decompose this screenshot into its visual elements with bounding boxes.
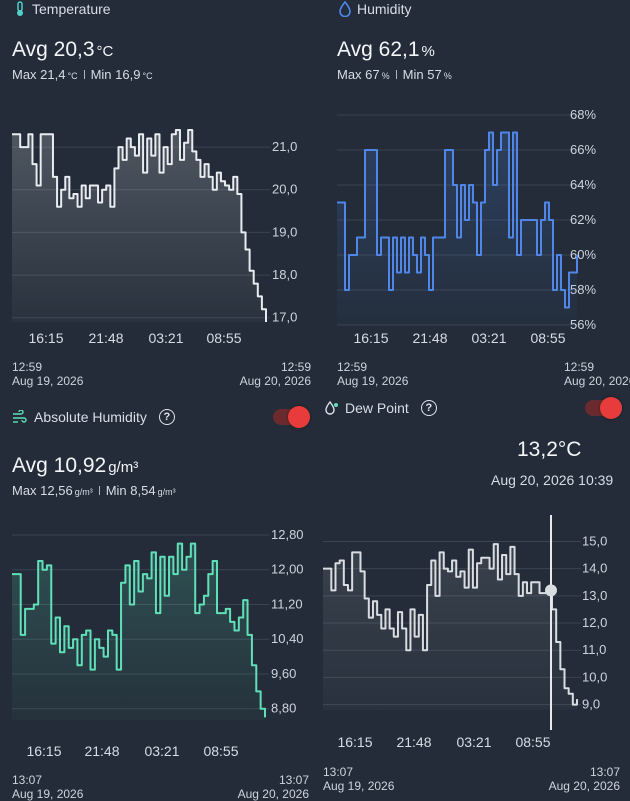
- x-tick-label: 03:21: [148, 330, 183, 346]
- x-tick-label: 21:48: [412, 330, 447, 346]
- absolute-humidity-range-start: 13:07 Aug 19, 2026: [12, 773, 84, 801]
- series-line: [12, 542, 266, 718]
- y-tick-label: 11,20: [271, 596, 303, 611]
- y-tick-label: 8,80: [271, 701, 296, 716]
- help-icon[interactable]: ?: [420, 400, 437, 416]
- dew-point-range-end: 13:07 Aug 20, 2026: [548, 765, 620, 793]
- x-tick-label: 16:15: [353, 330, 388, 346]
- dew-drops-icon: [325, 400, 339, 416]
- series-line: [337, 131, 578, 309]
- x-tick-label: 16:15: [337, 734, 372, 750]
- humidity-header[interactable]: Humidity: [339, 1, 411, 17]
- y-tick-label: 64%: [570, 177, 596, 192]
- y-tick-label: 19,0: [272, 224, 297, 239]
- y-tick-label: 20,0: [272, 182, 297, 197]
- absolute-humidity-toggle[interactable]: [273, 406, 310, 428]
- temperature-title: Temperature: [32, 1, 111, 17]
- temperature-avg: Avg 20,3 °C: [12, 38, 114, 61]
- dew-point-toggle[interactable]: [585, 397, 622, 419]
- y-tick-label: 13,0: [582, 588, 607, 603]
- y-tick-label: 62%: [570, 212, 596, 227]
- x-tick-label: 16:15: [26, 743, 61, 759]
- humidity-panel: Humidity Avg 62,1% Max 67% Min 57% 68% 66%…: [315, 0, 630, 400]
- humidity-range-start: 12:59 Aug 19, 2026: [337, 360, 409, 388]
- absolute-humidity-panel: Absolute Humidity ? Avg 10,92 g/m³ Max 12…: [0, 400, 315, 801]
- x-tick-label: 03:21: [144, 743, 179, 759]
- series-area: [12, 543, 265, 720]
- series-line: [323, 543, 578, 706]
- temperature-range-end: 12:59 Aug 20, 2026: [239, 360, 311, 388]
- y-tick-label: 60%: [570, 247, 596, 262]
- x-tick-label: 21:48: [396, 734, 431, 750]
- y-tick-label: 66%: [570, 142, 596, 157]
- dew-point-range-start: 13:07 Aug 19, 2026: [323, 765, 395, 793]
- temperature-panel: Temperature Avg 20,3 °C Max 21,4 °C Min 16,…: [0, 0, 315, 400]
- y-tick-label: 21,0: [272, 139, 297, 154]
- y-tick-label: 11,0: [582, 642, 606, 657]
- dew-point-current-value: 13,2°C: [517, 438, 582, 461]
- humidity-avg: Avg 62,1%: [337, 38, 435, 61]
- y-tick-label: 17,0: [272, 310, 297, 325]
- x-tick-label: 03:21: [456, 734, 491, 750]
- temperature-chart[interactable]: 21,0 20,0 19,0 18,0 17,0 16:15 21:48 03:21 08:55: [0, 110, 315, 360]
- absolute-humidity-header[interactable]: Absolute Humidity ?: [12, 409, 175, 425]
- dew-point-header[interactable]: Dew Point ?: [325, 400, 437, 416]
- absolute-humidity-avg: Avg 10,92 g/m³: [12, 454, 139, 477]
- series-area: [323, 544, 577, 710]
- y-tick-label: 12,0: [582, 615, 607, 630]
- humidity-chart[interactable]: 68%66%64%62%60%58%56%16:15 21:48 03:21 08:5…: [315, 100, 630, 360]
- x-tick-label: 08:55: [203, 743, 238, 759]
- y-tick-label: 10,0: [582, 669, 607, 684]
- absolute-humidity-title: Absolute Humidity: [34, 409, 147, 425]
- temperature-min-max: Max 21,4 °C Min 16,9 °C: [12, 67, 153, 82]
- x-tick-label: 08:55: [515, 734, 550, 750]
- y-tick-label: 18,0: [272, 267, 297, 282]
- x-tick-label: 08:55: [530, 330, 565, 346]
- series-line: [12, 129, 267, 322]
- y-tick-label: 9,60: [271, 666, 296, 681]
- dew-point-panel: Dew Point ? 13,2°C Aug 20, 2026 10:39 15…: [315, 397, 630, 800]
- y-tick-label: 10,40: [271, 631, 304, 646]
- absolute-humidity-chart[interactable]: 12,80 12,00 11,20 10,40 9,60 8,80 16:15 21:48 03…: [0, 520, 315, 770]
- y-tick-label: 15,0: [582, 533, 607, 548]
- x-tick-label: 08:55: [206, 330, 241, 346]
- x-tick-label: 21:48: [88, 330, 123, 346]
- temperature-header[interactable]: Temperature: [14, 1, 111, 17]
- x-tick-label: 21:48: [84, 743, 119, 759]
- y-tick-label: 68%: [570, 107, 596, 122]
- thermometer-icon: [14, 1, 26, 17]
- wind-drop-icon: [12, 410, 28, 424]
- humidity-title: Humidity: [357, 1, 412, 17]
- absolute-humidity-range-end: 13:07 Aug 20, 2026: [237, 773, 309, 801]
- cursor-point[interactable]: [545, 584, 557, 597]
- dew-point-chart[interactable]: 15,0 14,0 13,0 12,0 11,0 10,0 9,0 16:15 21:48 03:…: [315, 515, 630, 765]
- y-tick-label: 12,00: [271, 562, 304, 577]
- dew-point-title: Dew Point: [345, 400, 409, 416]
- x-tick-label: 03:21: [471, 330, 506, 346]
- humidity-min-max: Max 67% Min 57%: [337, 67, 452, 82]
- dew-point-current-time: Aug 20, 2026 10:39: [491, 472, 614, 488]
- water-drop-icon: [339, 1, 351, 17]
- toggle-knob: [288, 406, 310, 428]
- y-tick-label: 14,0: [582, 561, 607, 576]
- humidity-range-end: 12:59 Aug 20, 2026: [564, 360, 630, 388]
- series-area: [12, 130, 266, 322]
- y-tick-label: 12,80: [271, 527, 304, 542]
- help-icon[interactable]: ?: [158, 409, 175, 425]
- temperature-range-start: 12:59 Aug 19, 2026: [12, 360, 84, 388]
- toggle-knob: [600, 397, 622, 419]
- x-tick-label: 16:15: [28, 330, 63, 346]
- absolute-humidity-min-max: Max 12,56 g/m³ Min 8,54 g/m³: [12, 483, 176, 498]
- y-tick-label: 9,0: [582, 697, 600, 712]
